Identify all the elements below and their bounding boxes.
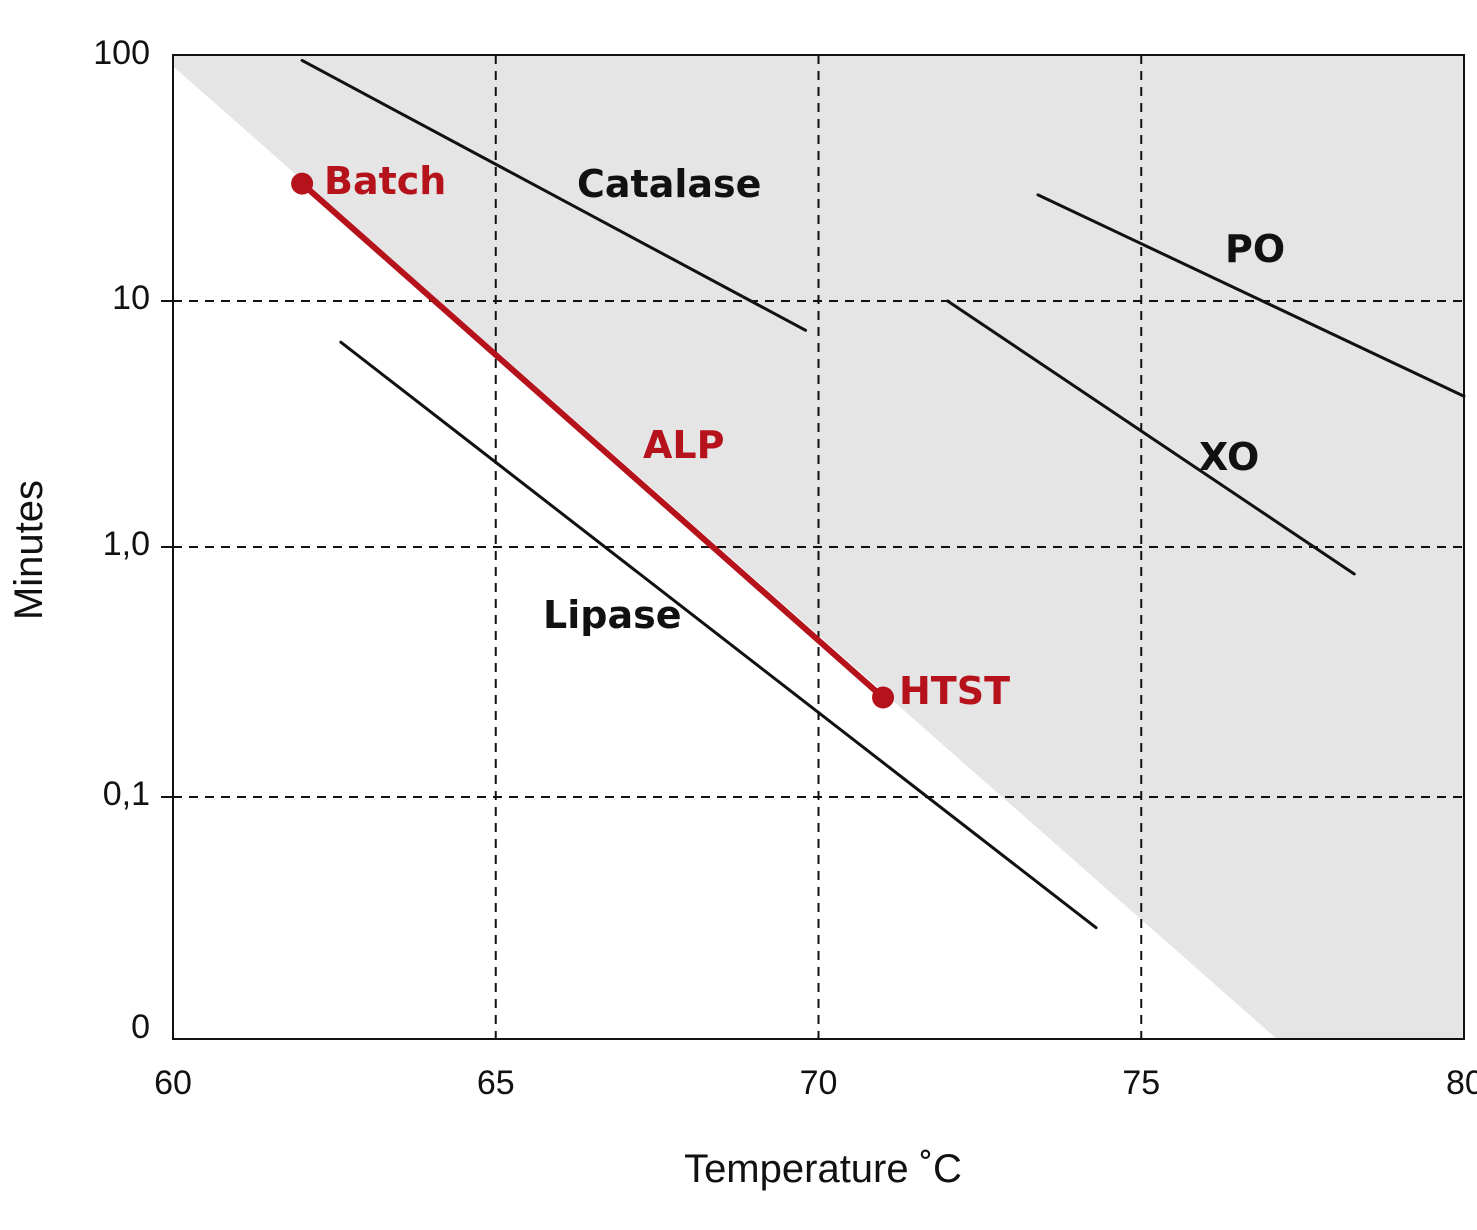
y-tick-label: 10 bbox=[112, 279, 150, 317]
series-label-alp: ALP bbox=[643, 423, 724, 467]
series-layer bbox=[291, 58, 1466, 930]
axes-layer bbox=[161, 54, 1465, 1040]
marker-label-htst: HTST bbox=[899, 669, 1010, 713]
y-tick-label: 1,0 bbox=[103, 525, 150, 563]
y-tick-label: 100 bbox=[93, 34, 150, 72]
series-label-po: PO bbox=[1225, 227, 1285, 271]
series-label-catalase: Catalase bbox=[577, 162, 761, 206]
y-tick-label: 0,1 bbox=[103, 775, 150, 813]
series-line-lipase bbox=[339, 340, 1098, 930]
x-tick-label: 60 bbox=[154, 1064, 192, 1102]
series-label-lipase: Lipase bbox=[543, 593, 681, 637]
y-axis-title: Minutes bbox=[7, 480, 51, 620]
marker-label-batch: Batch bbox=[324, 159, 446, 203]
marker-batch bbox=[291, 172, 314, 195]
grid-layer bbox=[173, 55, 1464, 1039]
series-line-catalase bbox=[300, 58, 808, 332]
marker-htst bbox=[872, 686, 895, 709]
series-line-alp bbox=[299, 180, 887, 701]
y-tick-label: 0 bbox=[131, 1008, 150, 1046]
series-label-xo: XO bbox=[1199, 435, 1259, 479]
series-line-po bbox=[1036, 193, 1466, 398]
x-tick-label: 65 bbox=[477, 1064, 515, 1102]
plot-frame bbox=[172, 54, 1465, 1040]
x-axis-title: Temperature ˚C bbox=[684, 1147, 962, 1191]
x-tick-label: 80 bbox=[1446, 1064, 1477, 1102]
series-line-xo bbox=[946, 299, 1356, 576]
x-tick-label: 70 bbox=[800, 1064, 838, 1102]
label-layer: 60 65 70 75 80 100 10 1,0 0,1 0 Catalase PO XO Lipase… bbox=[93, 34, 1477, 1102]
x-tick-label: 75 bbox=[1122, 1064, 1160, 1102]
